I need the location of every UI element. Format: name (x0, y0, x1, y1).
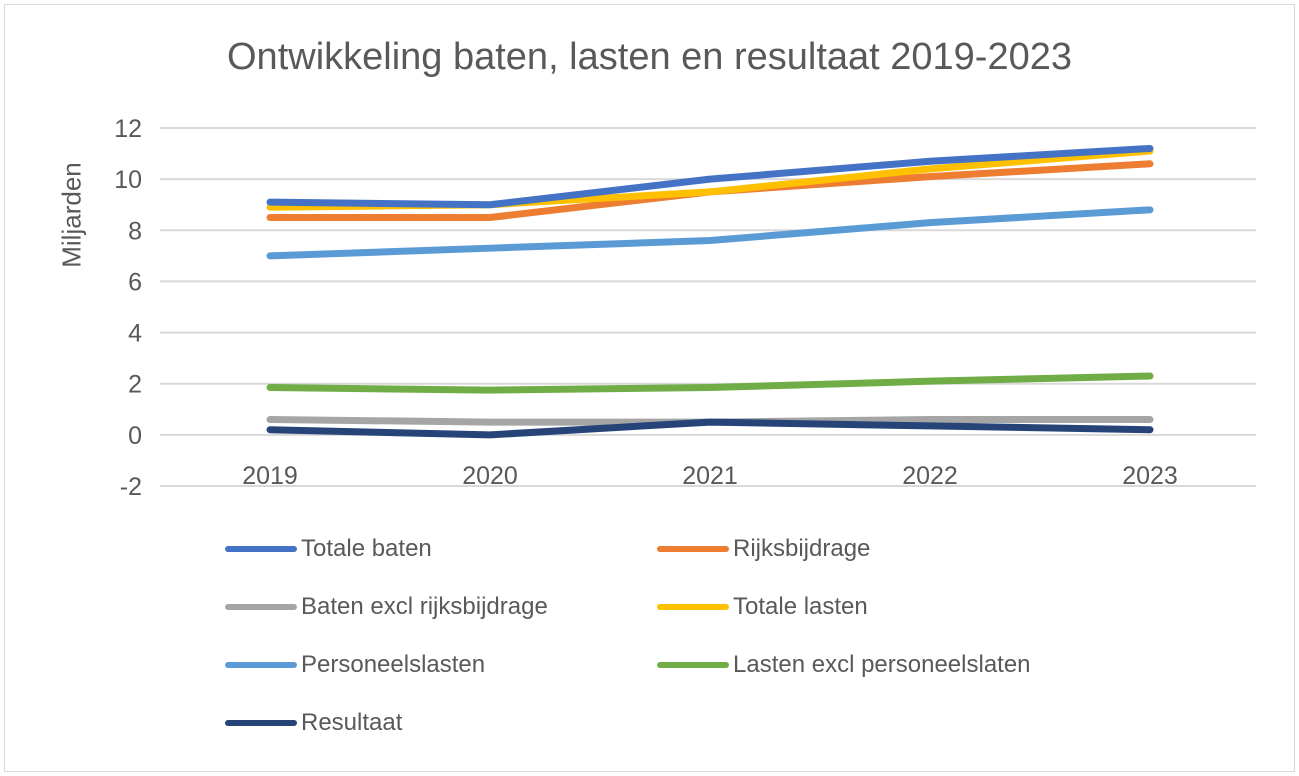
legend-swatch (657, 662, 729, 668)
legend-label: Totale baten (301, 535, 432, 562)
y-tick-label: 6 (128, 268, 142, 296)
legend-item: Rijksbijdrage (657, 535, 870, 563)
series-line-lasten-excl-personeelslaten (266, 372, 1154, 394)
chart-title: Ontwikkeling baten, lasten en resultaat … (227, 36, 1072, 78)
legend-label: Totale lasten (733, 593, 868, 620)
legend-label: Resultaat (301, 709, 403, 736)
y-tick-label: 8 (128, 217, 142, 245)
x-tick-label: 2023 (1122, 462, 1178, 490)
legend-item: Baten excl rijksbijdrage (225, 593, 548, 621)
legend-item: Totale baten (225, 535, 432, 563)
y-tick-label: 10 (114, 166, 142, 194)
legend-label: Lasten excl personeelslaten (733, 651, 1031, 678)
series-line-resultaat (266, 418, 1154, 439)
legend-item: Lasten excl personeelslaten (657, 651, 1031, 679)
x-tick-label: 2020 (462, 462, 518, 490)
y-tick-label: 0 (128, 422, 142, 450)
legend-swatch (225, 604, 297, 610)
legend-item: Totale lasten (657, 593, 868, 621)
legend-item: Resultaat (225, 709, 402, 737)
legend-swatch (225, 546, 297, 552)
x-tick-label: 2021 (682, 462, 738, 490)
series-line-personeelslasten (266, 206, 1154, 260)
legend-swatch (225, 720, 297, 726)
series-line-totale-baten (266, 144, 1154, 209)
legend-swatch (225, 662, 297, 668)
x-tick-label: 2022 (902, 462, 958, 490)
legend-item: Personeelslasten (225, 651, 485, 679)
legend-swatch (657, 546, 729, 552)
legend-label: Baten excl rijksbijdrage (301, 593, 548, 620)
legend-swatch (657, 604, 729, 610)
legend-label: Personeelslasten (301, 651, 486, 678)
y-tick-label: 4 (128, 320, 142, 348)
x-tick-label: 2019 (242, 462, 298, 490)
y-tick-label: 2 (128, 371, 142, 399)
legend-label: Rijksbijdrage (733, 535, 871, 562)
y-tick-label: 12 (114, 115, 142, 143)
y-tick-label: -2 (120, 473, 142, 501)
